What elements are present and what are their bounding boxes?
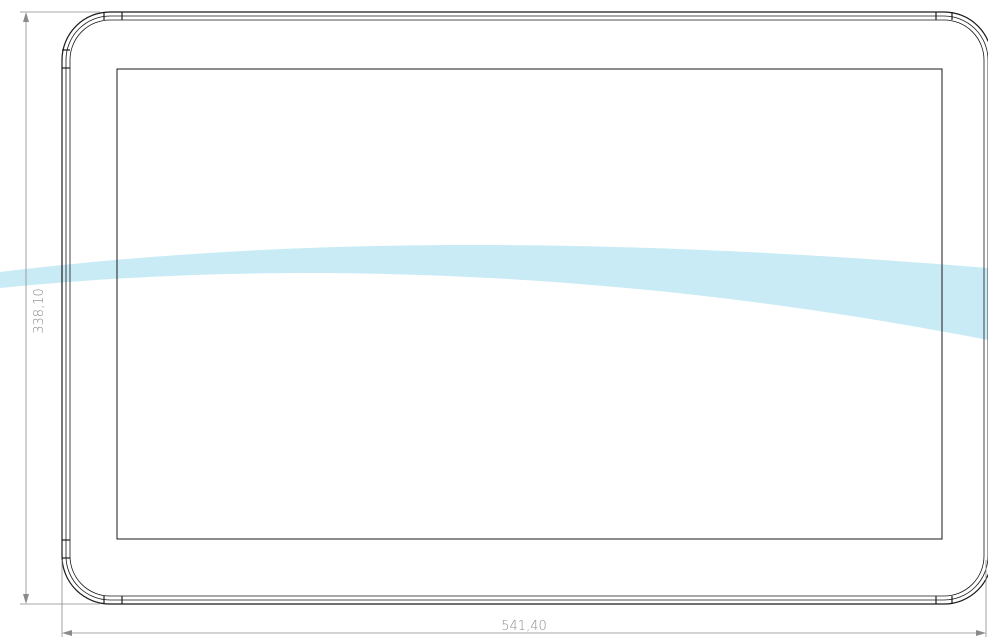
device-bezel (61, 11, 988, 605)
display-area (116, 68, 943, 540)
bezel-outer-edge (61, 11, 988, 605)
bezel-middle-edge (65, 15, 988, 601)
bezel-inner-edge (69, 19, 985, 597)
corner-marks (62, 12, 953, 604)
height-dimension-value: 338,10 (32, 288, 47, 334)
height-dimension (20, 11, 100, 605)
width-dimension-value: 541,40 (501, 619, 547, 634)
accent-band (0, 244, 988, 340)
width-dimension (61, 560, 987, 637)
height-arrow-bottom (23, 594, 29, 604)
width-arrow-left (62, 630, 72, 636)
width-arrow-right (976, 630, 986, 636)
height-arrow-top (23, 12, 29, 22)
